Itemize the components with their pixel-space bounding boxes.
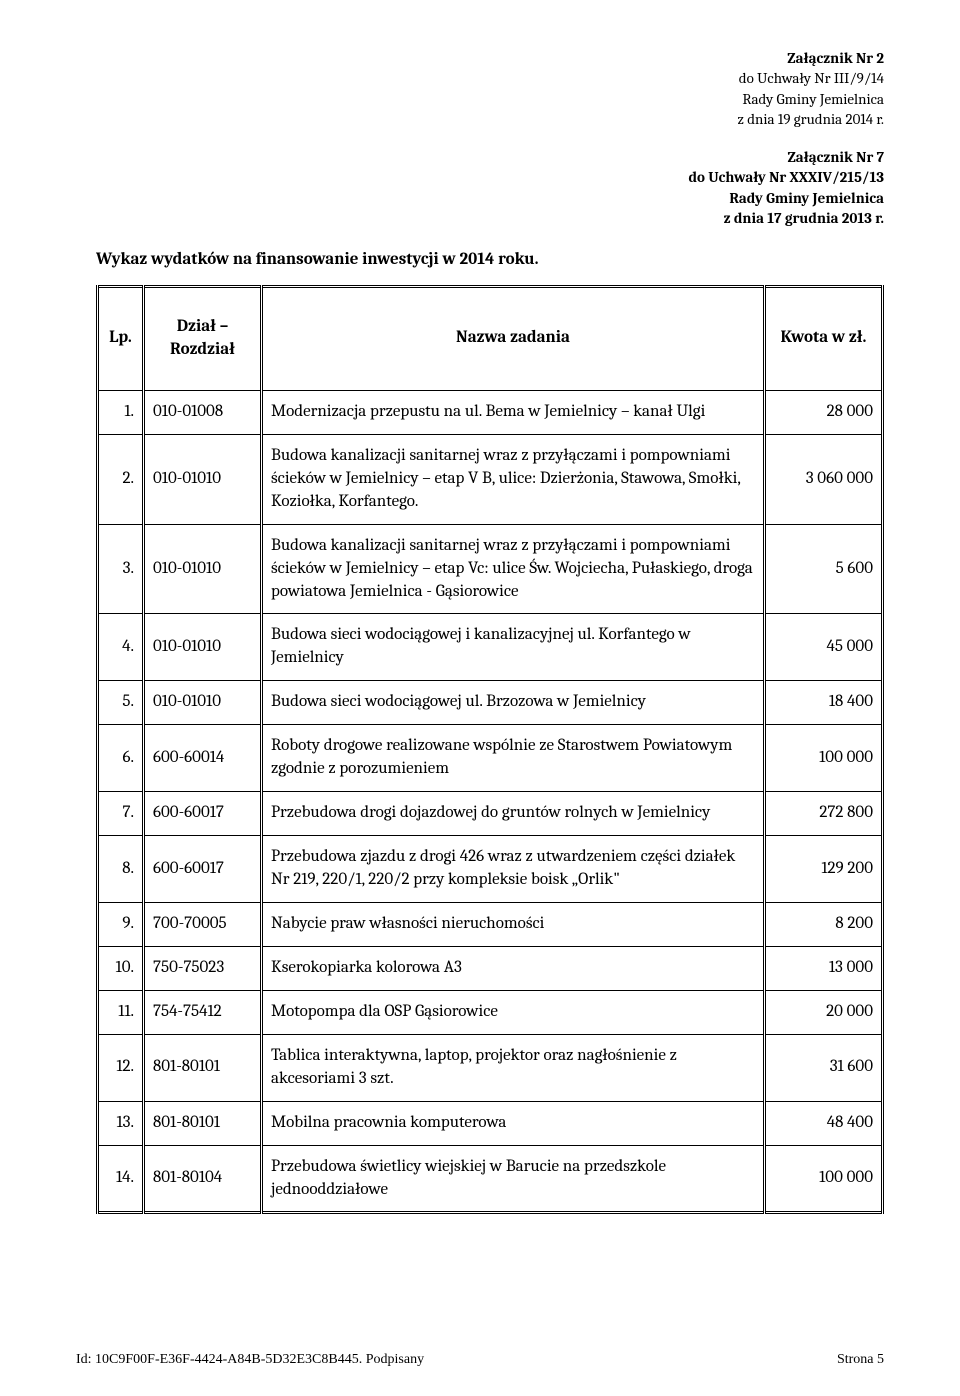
cell-name: Budowa kanalizacji sanitarnej wraz z prz… bbox=[262, 524, 765, 614]
table-row: 5.010-01010Budowa sieci wodociągowej ul.… bbox=[98, 681, 883, 725]
cell-amount: 45 000 bbox=[765, 614, 883, 681]
header-block-2: Załącznik Nr 7 do Uchwały Nr XXXIV/215/1… bbox=[96, 147, 884, 228]
cell-name: Motopompa dla OSP Gąsiorowice bbox=[262, 990, 765, 1034]
cell-name: Tablica interaktywna, laptop, projektor … bbox=[262, 1034, 765, 1101]
cell-code: 600-60017 bbox=[144, 792, 262, 836]
cell-lp: 10. bbox=[98, 946, 144, 990]
cell-lp: 7. bbox=[98, 792, 144, 836]
table-row: 11.754-75412Motopompa dla OSP Gąsiorowic… bbox=[98, 990, 883, 1034]
cell-name: Kserokopiarka kolorowa A3 bbox=[262, 946, 765, 990]
cell-code: 010-01010 bbox=[144, 524, 262, 614]
header-line: Rady Gminy Jemielnica bbox=[96, 188, 884, 208]
cell-name: Mobilna pracownia komputerowa bbox=[262, 1101, 765, 1145]
cell-amount: 20 000 bbox=[765, 990, 883, 1034]
cell-lp: 13. bbox=[98, 1101, 144, 1145]
cell-lp: 4. bbox=[98, 614, 144, 681]
header-line: do Uchwały Nr XXXIV/215/13 bbox=[96, 167, 884, 187]
cell-code: 750-75023 bbox=[144, 946, 262, 990]
cell-amount: 13 000 bbox=[765, 946, 883, 990]
cell-name: Przebudowa świetlicy wiejskiej w Barucie… bbox=[262, 1145, 765, 1213]
cell-name: Modernizacja przepustu na ul. Bema w Jem… bbox=[262, 390, 765, 434]
cell-code: 600-60014 bbox=[144, 725, 262, 792]
table-row: 14.801-80104Przebudowa świetlicy wiejski… bbox=[98, 1145, 883, 1213]
cell-amount: 18 400 bbox=[765, 681, 883, 725]
table-row: 1.010-01008Modernizacja przepustu na ul.… bbox=[98, 390, 883, 434]
cell-name: Budowa sieci wodociągowej i kanalizacyjn… bbox=[262, 614, 765, 681]
cell-lp: 5. bbox=[98, 681, 144, 725]
cell-amount: 28 000 bbox=[765, 390, 883, 434]
table-row: 4.010-01010Budowa sieci wodociągowej i k… bbox=[98, 614, 883, 681]
header-line: Załącznik Nr 2 bbox=[96, 48, 884, 68]
cell-name: Budowa kanalizacji sanitarnej wraz z prz… bbox=[262, 434, 765, 524]
col-amount: Kwota w zł. bbox=[765, 287, 883, 391]
table-row: 9.700-70005Nabycie praw własności nieruc… bbox=[98, 902, 883, 946]
table-body: 1.010-01008Modernizacja przepustu na ul.… bbox=[98, 390, 883, 1213]
footer-id: Id: 10C9F00F-E36F-4424-A84B-5D32E3C8B445… bbox=[76, 1352, 424, 1368]
header-line: z dnia 19 grudnia 2014 r. bbox=[96, 109, 884, 129]
expenditures-table: Lp. Dział – Rozdział Nazwa zadania Kwota… bbox=[96, 285, 884, 1214]
cell-amount: 5 600 bbox=[765, 524, 883, 614]
header-line: Załącznik Nr 7 bbox=[96, 147, 884, 167]
cell-code: 600-60017 bbox=[144, 836, 262, 903]
cell-code: 801-80101 bbox=[144, 1034, 262, 1101]
table-row: 13.801-80101Mobilna pracownia komputerow… bbox=[98, 1101, 883, 1145]
cell-amount: 100 000 bbox=[765, 1145, 883, 1213]
header-line: Rady Gminy Jemielnica bbox=[96, 89, 884, 109]
header-line: do Uchwały Nr III/9/14 bbox=[96, 68, 884, 88]
table-header-row: Lp. Dział – Rozdział Nazwa zadania Kwota… bbox=[98, 287, 883, 391]
col-lp: Lp. bbox=[98, 287, 144, 391]
cell-code: 801-80104 bbox=[144, 1145, 262, 1213]
cell-code: 010-01010 bbox=[144, 614, 262, 681]
col-name: Nazwa zadania bbox=[262, 287, 765, 391]
cell-lp: 6. bbox=[98, 725, 144, 792]
cell-name: Przebudowa zjazdu z drogi 426 wraz z utw… bbox=[262, 836, 765, 903]
table-row: 12.801-80101Tablica interaktywna, laptop… bbox=[98, 1034, 883, 1101]
cell-lp: 12. bbox=[98, 1034, 144, 1101]
table-row: 6.600-60014Roboty drogowe realizowane ws… bbox=[98, 725, 883, 792]
cell-code: 801-80101 bbox=[144, 1101, 262, 1145]
table-row: 10.750-75023Kserokopiarka kolorowa A313 … bbox=[98, 946, 883, 990]
footer-page: Strona 5 bbox=[837, 1352, 884, 1368]
cell-amount: 3 060 000 bbox=[765, 434, 883, 524]
cell-amount: 8 200 bbox=[765, 902, 883, 946]
page: Załącznik Nr 2 do Uchwały Nr III/9/14 Ra… bbox=[0, 0, 960, 1396]
cell-lp: 14. bbox=[98, 1145, 144, 1213]
cell-name: Nabycie praw własności nieruchomości bbox=[262, 902, 765, 946]
cell-name: Roboty drogowe realizowane wspólnie ze S… bbox=[262, 725, 765, 792]
header-line: z dnia 17 grudnia 2013 r. bbox=[96, 208, 884, 228]
document-subtitle: Wykaz wydatków na finansowanie inwestycj… bbox=[96, 250, 884, 269]
cell-amount: 100 000 bbox=[765, 725, 883, 792]
cell-code: 700-70005 bbox=[144, 902, 262, 946]
cell-code: 010-01010 bbox=[144, 434, 262, 524]
page-footer: Id: 10C9F00F-E36F-4424-A84B-5D32E3C8B445… bbox=[76, 1352, 884, 1368]
table-row: 2.010-01010Budowa kanalizacji sanitarnej… bbox=[98, 434, 883, 524]
cell-amount: 129 200 bbox=[765, 836, 883, 903]
cell-code: 754-75412 bbox=[144, 990, 262, 1034]
cell-lp: 11. bbox=[98, 990, 144, 1034]
cell-name: Budowa sieci wodociągowej ul. Brzozowa w… bbox=[262, 681, 765, 725]
header-block-1: Załącznik Nr 2 do Uchwały Nr III/9/14 Ra… bbox=[96, 48, 884, 129]
cell-lp: 8. bbox=[98, 836, 144, 903]
cell-lp: 9. bbox=[98, 902, 144, 946]
cell-amount: 272 800 bbox=[765, 792, 883, 836]
cell-lp: 3. bbox=[98, 524, 144, 614]
cell-amount: 31 600 bbox=[765, 1034, 883, 1101]
cell-lp: 1. bbox=[98, 390, 144, 434]
table-row: 3.010-01010Budowa kanalizacji sanitarnej… bbox=[98, 524, 883, 614]
cell-code: 010-01008 bbox=[144, 390, 262, 434]
cell-code: 010-01010 bbox=[144, 681, 262, 725]
cell-name: Przebudowa drogi dojazdowej do gruntów r… bbox=[262, 792, 765, 836]
table-row: 7.600-60017Przebudowa drogi dojazdowej d… bbox=[98, 792, 883, 836]
table-row: 8.600-60017Przebudowa zjazdu z drogi 426… bbox=[98, 836, 883, 903]
cell-amount: 48 400 bbox=[765, 1101, 883, 1145]
cell-lp: 2. bbox=[98, 434, 144, 524]
col-dzial: Dział – Rozdział bbox=[144, 287, 262, 391]
